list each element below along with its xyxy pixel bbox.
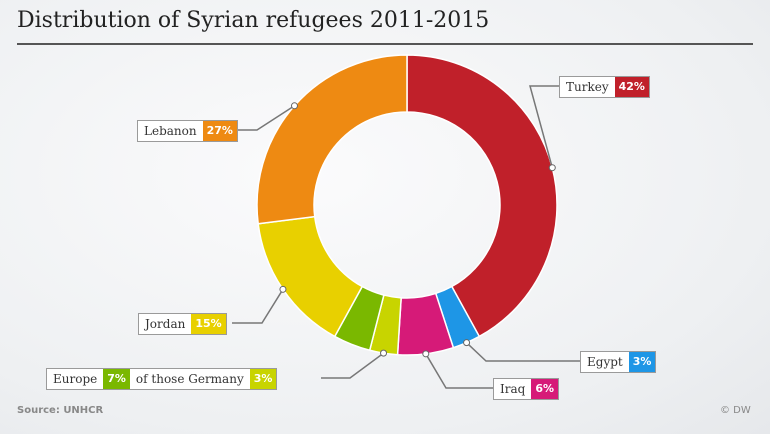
label-value: 6% (531, 379, 558, 399)
leader-line-germany (321, 352, 384, 379)
leader-line-lebanon (237, 105, 295, 131)
label-egypt: Egypt 3% (580, 351, 657, 373)
label-text: Turkey (566, 80, 609, 94)
label-value: 27% (202, 121, 237, 141)
label-value: 15% (191, 314, 226, 334)
label-value: 42% (614, 77, 649, 97)
leader-line-turkey (529, 85, 559, 168)
label-lebanon: Lebanon 27% (137, 120, 238, 142)
leader-line-egypt (466, 342, 580, 362)
label-text: Egypt (587, 355, 623, 369)
label-value: 7% (103, 369, 130, 389)
leader-dot-germany (380, 349, 388, 357)
label-text-germany: of those Germany (135, 372, 244, 386)
label-text: Europe (53, 372, 98, 386)
leader-dot-turkey (548, 164, 556, 172)
leader-dot-egypt (463, 339, 471, 347)
leader-dot-lebanon (290, 102, 298, 110)
slice-turkey (406, 54, 558, 338)
label-jordan: Jordan 15% (138, 313, 227, 335)
title-divider (17, 43, 753, 45)
leader-line-jordan (232, 288, 284, 324)
leader-dot-iraq (422, 350, 430, 358)
source-note: Source: UNHCR (17, 405, 104, 416)
slice-lebanon (256, 54, 408, 225)
label-value: 3% (628, 352, 656, 372)
label-europe: Europe 7% of those Germany 3% (46, 368, 278, 390)
label-iraq: Iraq 6% (493, 378, 559, 400)
label-text: Jordan (145, 317, 186, 331)
label-value-germany: 3% (249, 369, 277, 389)
credit: © DW (720, 405, 751, 416)
label-turkey: Turkey 42% (559, 76, 650, 98)
label-text: Lebanon (144, 124, 197, 138)
label-text: Iraq (500, 382, 526, 396)
chart-title: Distribution of Syrian refugees 2011-201… (17, 8, 490, 33)
leader-line-iraq (425, 353, 493, 389)
leader-dot-jordan (279, 285, 287, 293)
